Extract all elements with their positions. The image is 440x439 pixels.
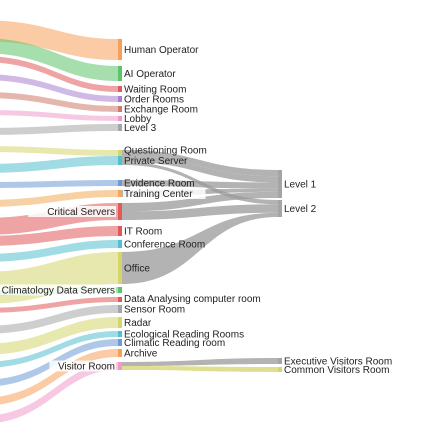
node-label-visitor-room: Visitor Room	[58, 362, 115, 373]
node-label-radar: Radar	[124, 318, 152, 329]
link-in-private-server	[0, 156, 118, 173]
node-executive-visitors-room	[278, 358, 282, 364]
node-level-2	[278, 200, 282, 217]
node-labels: Human Operator AI Operator Waiting RoomOrd…	[0, 45, 392, 376]
node-waiting-room	[118, 86, 122, 92]
node-label-exchange-room: Exchange Room	[124, 105, 198, 116]
node-label-level-1: Level 1	[284, 180, 317, 191]
label-halo-climatology-data-servers	[0, 284, 116, 296]
node-level-1	[278, 170, 282, 198]
link-in-lobby	[0, 110, 118, 121]
node-label-data-analysing-computer-room: Data Analysing computer room	[124, 294, 261, 305]
node-training-center	[118, 190, 122, 197]
node-evidence-room	[118, 180, 122, 186]
label-halo-training-center	[123, 188, 206, 199]
node-data-analysing-computer-room	[118, 297, 122, 302]
node-label-level-2: Level 2	[284, 204, 317, 215]
link-in-questioning-room	[0, 146, 118, 156]
link-in-evidence-room	[0, 180, 118, 188]
link-in-waiting-room	[0, 57, 118, 92]
link-private-server-to-level-1	[122, 156, 278, 183]
link-in-conference-room	[0, 240, 118, 262]
node-lobby	[118, 116, 122, 121]
label-halo-critical-servers	[28, 206, 117, 217]
link-in-visitor-room	[0, 362, 118, 423]
link-in-ecological-reading-rooms	[0, 331, 118, 367]
link-critical-servers-to-level-2	[122, 204, 278, 220]
node-conference-room	[118, 240, 122, 248]
node-label-conference-room: Conference Room	[124, 240, 205, 251]
link-in-radar	[0, 317, 118, 355]
node-exchange-room	[118, 106, 122, 112]
node-label-human-operator: Human Operator	[124, 45, 199, 56]
node-label-questioning-room: Questioning Room	[124, 146, 207, 157]
incoming-links	[0, 20, 118, 423]
node-label-office: Office	[124, 264, 150, 275]
node-it-room	[118, 226, 122, 236]
link-questioning-room-to-level-1	[122, 150, 278, 177]
label-halo-visitor-room	[49, 360, 116, 372]
link-in-level-3	[0, 124, 118, 135]
node-label-level-3: Level 3	[124, 123, 157, 134]
node-label-it-room: IT Room	[124, 227, 162, 238]
link-in-training-center	[0, 190, 118, 207]
link-in-exchange-room	[0, 92, 118, 112]
node-climatology-data-servers	[118, 287, 122, 293]
node-label-training-center: Training Center	[124, 189, 193, 200]
node-questioning-room	[118, 150, 122, 156]
link-in-it-room	[0, 226, 118, 246]
link-in-archive	[0, 349, 118, 405]
node-common-visitors-room	[278, 367, 282, 372]
node-label-climatic-reading-room: Climatic Reading room	[124, 338, 225, 349]
node-archive	[118, 349, 122, 357]
node-label-ai-operator: AI Operator	[124, 69, 176, 80]
link-in-human-operator	[0, 20, 118, 60]
node-label-evidence-room: Evidence Room	[124, 179, 195, 190]
link-private-server-to-level-2	[122, 162, 278, 205]
node-ecological-reading-rooms	[118, 331, 122, 337]
node-sensor-room	[118, 305, 122, 313]
node-label-critical-servers: Critical Servers	[47, 207, 115, 218]
link-in-data-analysing-computer-room	[0, 297, 118, 313]
node-label-archive: Archive	[124, 349, 158, 360]
node-level-3	[118, 124, 122, 131]
link-in-sensor-room	[0, 305, 118, 334]
node-label-order-rooms: Order Rooms	[124, 95, 184, 106]
node-radar	[118, 317, 122, 328]
node-ai-operator	[118, 66, 122, 81]
node-order-rooms	[118, 96, 122, 102]
node-human-operator	[118, 39, 122, 60]
link-visitor-room-to-executive-visitors-room	[122, 358, 278, 366]
link-office-to-level-2	[122, 212, 278, 284]
node-label-sensor-room: Sensor Room	[124, 305, 185, 316]
node-label-lobby: Lobby	[124, 114, 151, 125]
link-in-order-rooms	[0, 74, 118, 102]
node-office	[118, 252, 122, 284]
node-climatic-reading-room	[118, 339, 122, 346]
node-label-private-server: Private Server	[124, 156, 188, 167]
node-label-ecological-reading-rooms: Ecological Reading Rooms	[124, 330, 244, 341]
node-label-climatology-data-servers: Climatology Data Servers	[2, 286, 115, 297]
nodes	[118, 39, 282, 372]
node-private-server	[118, 156, 122, 165]
link-visitor-room-to-common-visitors-room	[122, 366, 278, 372]
node-critical-servers	[118, 203, 122, 220]
node-label-waiting-room: Waiting Room	[124, 85, 186, 96]
link-in-ai-operator	[0, 38, 118, 81]
node-visitor-room	[118, 362, 122, 370]
node-label-executive-visitors-room: Executive Visitors Room	[284, 357, 392, 368]
node-label-common-visitors-room: Common Visitors Room	[284, 365, 389, 376]
